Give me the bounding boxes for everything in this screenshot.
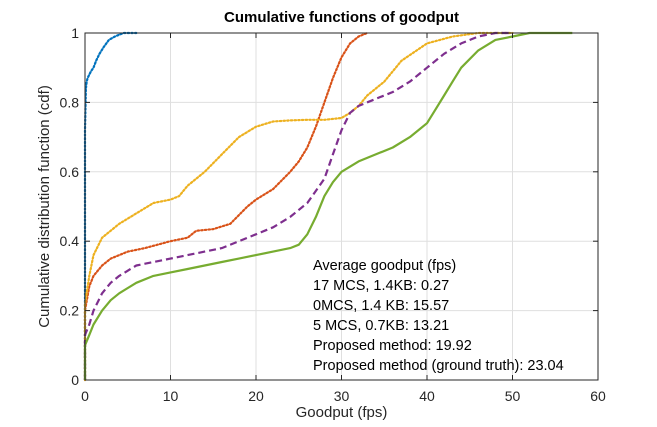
- series-line-4: [83, 31, 513, 380]
- x-tick-label: 60: [590, 388, 606, 404]
- y-tick-label: 0: [71, 372, 79, 388]
- axis-ticks: 0 10 20 30 40 50 60 0 0.2 0.4 0.6 0.8 1: [60, 25, 606, 404]
- x-tick-label: 20: [248, 388, 264, 404]
- series-line-5: [83, 31, 573, 380]
- average-goodput-annotation: Average goodput (fps) 17 MCS, 1.4KB: 0.2…: [313, 258, 564, 374]
- annotation-line: 17 MCS, 1.4KB: 0.27: [313, 278, 449, 294]
- y-tick-label: 0.8: [60, 94, 80, 110]
- x-axis-label: Goodput (fps): [296, 404, 388, 421]
- y-tick-label: 1: [71, 25, 79, 41]
- annotation-title: Average goodput (fps): [313, 258, 456, 274]
- annotation-line: Proposed method: 19.92: [313, 338, 472, 354]
- y-tick-label: 0.4: [60, 233, 80, 249]
- chart-title: Cumulative functions of goodput: [224, 9, 459, 26]
- series-line-1: [83, 31, 138, 382]
- series-line-3: [83, 31, 514, 382]
- y-tick-label: 0.2: [60, 303, 80, 319]
- annotation-line: 0MCS, 1.4 KB: 15.57: [313, 298, 449, 314]
- annotation-line: 5 MCS, 0.7KB: 13.21: [313, 318, 449, 334]
- x-tick-label: 10: [163, 388, 179, 404]
- y-tick-label: 0.6: [60, 164, 80, 180]
- x-tick-label: 40: [419, 388, 435, 404]
- annotation-line: Proposed method (ground truth): 23.04: [313, 358, 564, 374]
- series-line-2: [83, 31, 369, 382]
- x-tick-label: 0: [81, 388, 89, 404]
- series-lines: [83, 31, 573, 382]
- x-tick-label: 30: [334, 388, 350, 404]
- x-tick-label: 50: [505, 388, 521, 404]
- y-axis-label: Cumulative distribution function (cdf): [36, 85, 53, 328]
